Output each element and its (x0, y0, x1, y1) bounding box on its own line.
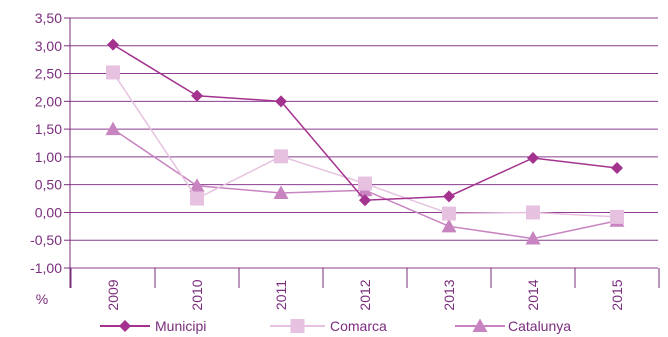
data-point-diamond (191, 89, 203, 102)
data-point-triangle (189, 178, 205, 192)
x-tick-label: 2013 (441, 279, 457, 310)
legend-label: Comarca (330, 318, 387, 334)
data-point-square (526, 205, 540, 220)
y-tick-label: -0,50 (30, 232, 62, 248)
y-tick-label: 1,00 (35, 149, 62, 165)
y-tick-label: 0,00 (35, 204, 62, 220)
data-point-diamond (119, 320, 131, 332)
data-point-triangle (472, 318, 488, 332)
data-point-diamond (611, 162, 623, 174)
legend: Municipi Comarca Catalunya (100, 318, 571, 334)
y-axis: -1,00 -0,50 0,00 0,50 1,00 1,50 2,00 2,50 3,00 3,… (30, 10, 71, 288)
y-tick-label: -1,00 (30, 260, 62, 276)
data-point-triangle (525, 231, 541, 245)
y-tick-label: 3,50 (35, 10, 62, 26)
data-point-diamond (527, 152, 539, 164)
data-point-square (442, 206, 456, 221)
data-point-square (610, 209, 624, 224)
legend-item-comarca: Comarca (270, 318, 387, 334)
x-tick-label: 2014 (525, 279, 541, 310)
data-point-diamond (359, 194, 371, 207)
series-group (105, 38, 625, 245)
legend-label: Catalunya (508, 318, 571, 334)
series-comarca (106, 65, 624, 224)
data-point-triangle (105, 121, 121, 136)
data-point-square (106, 65, 120, 80)
y-tick-label: 2,00 (35, 93, 62, 109)
x-tick-label: 2011 (273, 280, 289, 310)
y-tick-label: 2,50 (35, 66, 62, 82)
data-point-triangle (441, 218, 457, 233)
series-municipi (107, 38, 623, 207)
data-point-square (358, 176, 372, 191)
grid-lines (70, 17, 658, 269)
data-point-square (190, 191, 204, 206)
data-point-diamond (107, 38, 119, 51)
data-point-square (290, 319, 305, 333)
y-tick-label: 3,00 (35, 38, 62, 54)
data-point-diamond (443, 190, 455, 203)
x-tick-label: 2009 (105, 279, 121, 310)
x-axis: 2009 2010 2011 2012 2013 2014 2015 (70, 268, 660, 311)
x-tick-label: 2015 (609, 279, 625, 310)
data-point-triangle (273, 185, 289, 199)
data-point-diamond (275, 95, 287, 108)
data-point-square (274, 149, 288, 164)
y-tick-label: 1,50 (35, 121, 62, 137)
legend-label: Municipi (155, 318, 206, 334)
y-axis-label: % (36, 291, 48, 307)
x-tick-label: 2010 (189, 279, 205, 310)
legend-item-municipi: Municipi (100, 318, 206, 334)
legend-item-catalunya: Catalunya (455, 318, 571, 334)
x-tick-label: 2012 (357, 279, 373, 310)
y-tick-label: 0,50 (35, 177, 62, 193)
